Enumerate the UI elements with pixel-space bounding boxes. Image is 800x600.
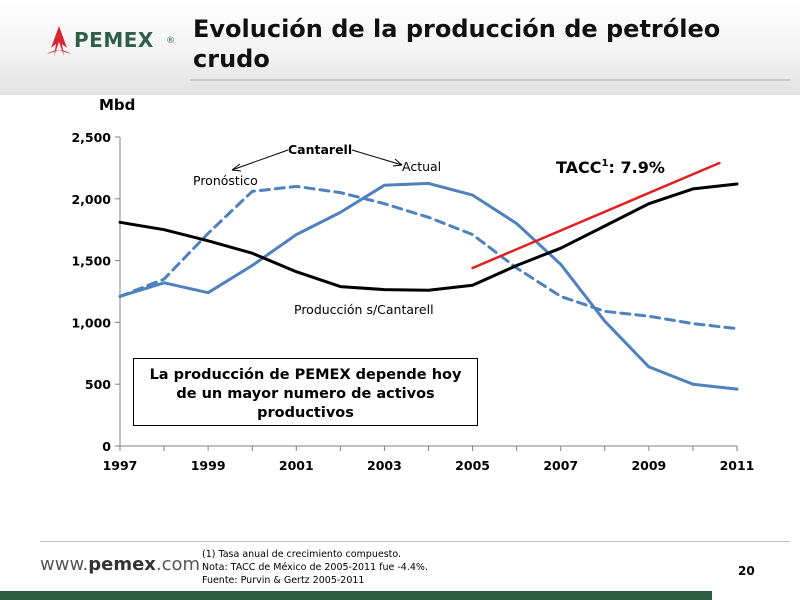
page-title: Evolución de la producción de petróleo c…: [193, 15, 721, 73]
footnotes: (1) Tasa anual de crecimiento compuesto.…: [202, 548, 428, 587]
x-tick-label: 2001: [279, 458, 314, 473]
x-tick-label: 1999: [191, 458, 226, 473]
annotation-sin-cantarell: Producción s/Cantarell: [294, 302, 434, 317]
arrow-cantarell-pronostico: [231, 149, 289, 171]
x-tick-label: 2003: [367, 458, 402, 473]
chart-annotations: Cantarell Actual Pronóstico Producción s…: [193, 142, 665, 317]
logo-text: PEMEX: [74, 28, 154, 52]
website-domain: pemex: [88, 554, 156, 575]
y-tick-label: 500: [85, 377, 111, 392]
tacc-superscript: 1: [602, 158, 609, 169]
y-tick-label: 0: [102, 439, 111, 454]
y-tick-label: 1,000: [71, 315, 111, 330]
y-axis-label: Mbd: [99, 96, 135, 114]
tacc-prefix: TACC: [556, 158, 602, 177]
website-prefix: www.: [40, 554, 89, 575]
pemex-eagle-icon: [47, 26, 71, 56]
annotation-tacc: TACC1: 7.9%: [556, 158, 665, 177]
x-tick-label: 2011: [720, 458, 755, 473]
production-chart: Mbd 0 500 1,000 1,500 2,000 2,500 1997 1999 2001…: [71, 96, 754, 473]
annotation-actual: Actual: [402, 159, 441, 174]
x-tick-label: 2007: [543, 458, 578, 473]
y-tick-label: 2,000: [71, 192, 111, 207]
series-line-tacc: [471, 161, 721, 270]
bottom-band-gap: [712, 591, 800, 600]
series-line-producci-n-s-cantarell: [118, 182, 739, 292]
x-tick-label: 2009: [631, 458, 666, 473]
x-tick-label: 1997: [103, 458, 138, 473]
annotation-cantarell: Cantarell: [288, 142, 352, 157]
chart-series: [118, 161, 739, 391]
logo-registered-mark: ®: [166, 36, 175, 46]
annotation-pronostico: Pronóstico: [193, 173, 258, 188]
chart-axes: 0 500 1,000 1,500 2,000 2,500 1997 1999 2001 2003…: [71, 130, 754, 473]
website-link[interactable]: www.pemex.com: [40, 554, 200, 575]
series-line-pron-stico: [118, 184, 739, 331]
series-line-actual: [118, 181, 739, 391]
footnote-2: Nota: TACC de México de 2005-2011 fue -4…: [202, 562, 428, 573]
website-suffix: .com: [155, 554, 201, 575]
page-number: 20: [738, 564, 755, 578]
y-tick-label: 1,500: [71, 254, 111, 269]
y-tick-label: 2,500: [71, 130, 111, 145]
bottom-brand-band: [0, 591, 800, 600]
footnote-1: (1) Tasa anual de crecimiento compuesto.: [202, 549, 402, 560]
title-divider: [190, 79, 790, 81]
tacc-value: : 7.9%: [609, 158, 665, 177]
arrowhead-actual-icon: [392, 158, 403, 167]
arrow-cantarell-actual: [351, 149, 403, 166]
callout-box: La producción de PEMEX depende hoy de un…: [133, 358, 478, 426]
arrowhead-pronostico-icon: [231, 163, 242, 172]
footer-divider: [40, 541, 790, 542]
pemex-logo: PEMEX ®: [44, 24, 184, 64]
x-tick-label: 2005: [455, 458, 490, 473]
footnote-3: Fuente: Purvin & Gertz 2005-2011: [202, 575, 365, 586]
